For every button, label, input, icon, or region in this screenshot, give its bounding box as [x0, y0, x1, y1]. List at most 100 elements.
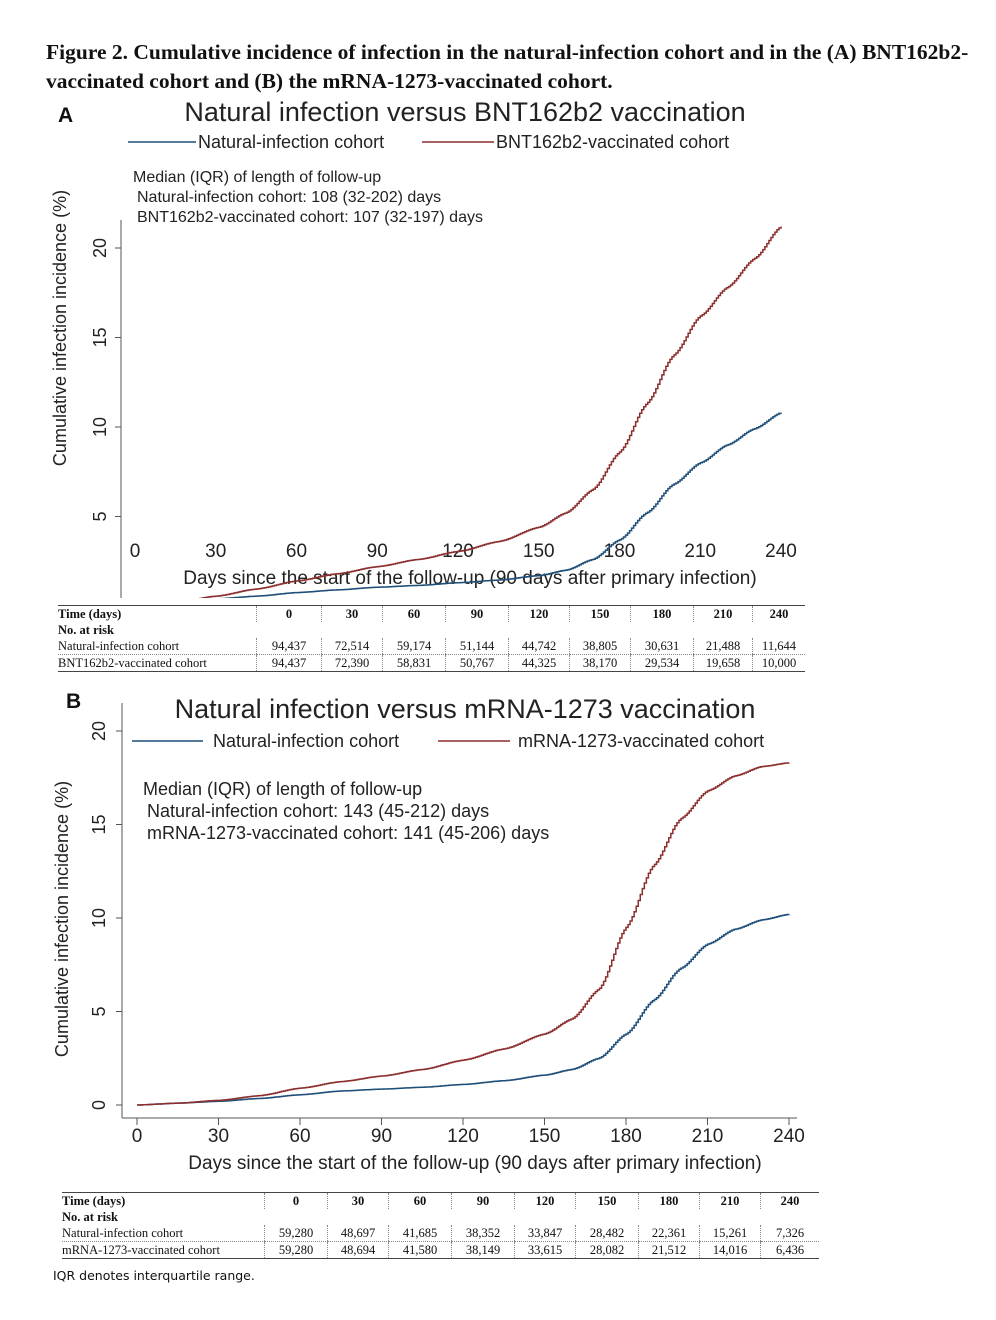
- vaccine-point: [336, 573, 337, 574]
- x-tick-label: 90: [367, 541, 388, 562]
- y-axis-label: Cumulative infection incidence (%): [52, 781, 72, 1057]
- vaccine-point: [571, 1018, 572, 1019]
- vaccine-point: [457, 551, 458, 552]
- time-header: Time (days): [62, 1192, 265, 1209]
- empty-cell: [446, 622, 509, 638]
- natural-point: [680, 968, 681, 969]
- vaccine-point: [340, 1081, 341, 1082]
- time-header: Time (days): [58, 605, 257, 622]
- natural-point: [498, 579, 499, 580]
- time-value: 150: [575, 1192, 639, 1209]
- risk-count: 10,000: [752, 654, 805, 672]
- x-tick-label: 240: [773, 1126, 805, 1147]
- legend-label-vaccine: BNT162b2-vaccinated cohort: [496, 132, 729, 152]
- x-tick-label: 180: [610, 1126, 642, 1147]
- y-tick-label: 5: [89, 1006, 109, 1016]
- figure-title: Figure 2. Cumulative incidence of infect…: [46, 40, 969, 93]
- natural-point: [625, 1033, 626, 1034]
- time-value: 0: [256, 605, 322, 622]
- empty-cell: [389, 1209, 452, 1225]
- y-tick-label: 10: [90, 417, 110, 437]
- risk-table-grid: Time (days) 0 30 60 90 120 150 180 210 240 No. at …: [58, 605, 805, 672]
- risk-count: 41,685: [388, 1225, 452, 1242]
- vaccine-point: [761, 766, 762, 767]
- no-at-risk-label: No. at risk: [58, 623, 114, 637]
- x-tick-label: 60: [289, 1126, 310, 1147]
- time-value: 210: [699, 1192, 761, 1209]
- risk-count: 48,697: [327, 1225, 389, 1242]
- time-value: 0: [264, 1192, 328, 1209]
- natural-point: [753, 428, 754, 429]
- time-value: 240: [760, 1192, 819, 1209]
- x-axis-label: Days since the start of the follow-up (9…: [183, 568, 756, 589]
- natural-point: [296, 592, 297, 593]
- series-vaccine-line: [198, 226, 782, 598]
- annotation-line: BNT162b2-vaccinated cohort: 107 (32-197)…: [137, 209, 483, 226]
- annotation-line: Median (IQR) of length of follow-up: [143, 779, 422, 799]
- x-tick-label: 30: [205, 541, 226, 562]
- vaccine-point: [598, 988, 599, 989]
- vaccine-point: [707, 790, 708, 791]
- natural-point: [673, 484, 674, 485]
- risk-count: 33,847: [514, 1225, 576, 1242]
- x-tick-label: 0: [130, 541, 141, 562]
- natural-point: [571, 1069, 572, 1070]
- risk-count: 50,767: [445, 654, 509, 672]
- natural-point: [788, 914, 789, 915]
- risk-count: 59,280: [264, 1225, 328, 1242]
- annotation-line: Natural-infection cohort: 108 (32-202) d…: [137, 189, 441, 206]
- vaccine-point: [299, 1088, 300, 1089]
- vaccine-point: [565, 512, 566, 513]
- empty-cell: [452, 1209, 515, 1225]
- x-tick-label: 210: [692, 1126, 724, 1147]
- x-tick-label: 240: [765, 541, 797, 562]
- y-tick-label: 15: [90, 327, 110, 347]
- natural-point: [422, 1087, 423, 1088]
- vaccine-point: [215, 596, 216, 597]
- risk-table-a: Time (days) 0 30 60 90 120 150 180 210 240 No. at …: [58, 605, 805, 672]
- vaccine-point: [788, 762, 789, 763]
- risk-count: 11,644: [752, 638, 805, 655]
- risk-table-grid: Time (days) 0 30 60 90 120 150 180 210 240 No. at …: [62, 1192, 819, 1259]
- natural-point: [462, 1084, 463, 1085]
- natural-point: [299, 1094, 300, 1095]
- vaccine-point: [177, 1103, 178, 1104]
- time-value: 90: [451, 1192, 515, 1209]
- empty-cell: [322, 622, 383, 638]
- risk-count: 48,694: [327, 1241, 389, 1259]
- empty-cell: [639, 1209, 700, 1225]
- natural-point: [259, 1098, 260, 1099]
- risk-count: 59,280: [264, 1241, 328, 1259]
- vaccine-point: [503, 1048, 504, 1049]
- y-tick-label: 20: [89, 721, 109, 741]
- risk-count: 72,514: [321, 638, 383, 655]
- risk-count: 28,082: [575, 1241, 639, 1259]
- risk-table-b: Time (days) 0 30 60 90 120 150 180 210 240 No. at …: [62, 1192, 819, 1259]
- x-tick-label: 30: [208, 1126, 229, 1147]
- chart-title: Natural infection versus BNT162b2 vaccin…: [184, 97, 745, 127]
- x-tick-label: 90: [371, 1126, 392, 1147]
- risk-count: 58,831: [382, 654, 446, 672]
- natural-point: [544, 1074, 545, 1075]
- x-tick-label: 60: [286, 541, 307, 562]
- y-tick-label: 15: [89, 814, 109, 834]
- vaccine-point: [296, 580, 297, 581]
- chart-title: Natural infection versus mRNA-1273 vacci…: [175, 694, 756, 724]
- vaccine-point: [680, 818, 681, 819]
- time-value: 120: [508, 605, 570, 622]
- vaccine-point: [625, 927, 626, 928]
- panel-letter-b: B: [66, 690, 82, 713]
- time-value: 240: [752, 605, 805, 622]
- panel-letter-a: A: [58, 104, 74, 127]
- annotation-line: mRNA-1273-vaccinated cohort: 141 (45-206…: [147, 823, 549, 843]
- series-vaccine-line: [137, 762, 790, 1106]
- series-natural-line: [219, 412, 782, 598]
- empty-cell: [753, 622, 806, 638]
- x-tick-label: 180: [604, 541, 636, 562]
- risk-count: 29,534: [630, 654, 694, 672]
- natural-point: [780, 412, 781, 413]
- vaccine-point: [218, 1100, 219, 1101]
- risk-count: 30,631: [630, 638, 694, 655]
- natural-point: [734, 929, 735, 930]
- time-value: 150: [569, 605, 631, 622]
